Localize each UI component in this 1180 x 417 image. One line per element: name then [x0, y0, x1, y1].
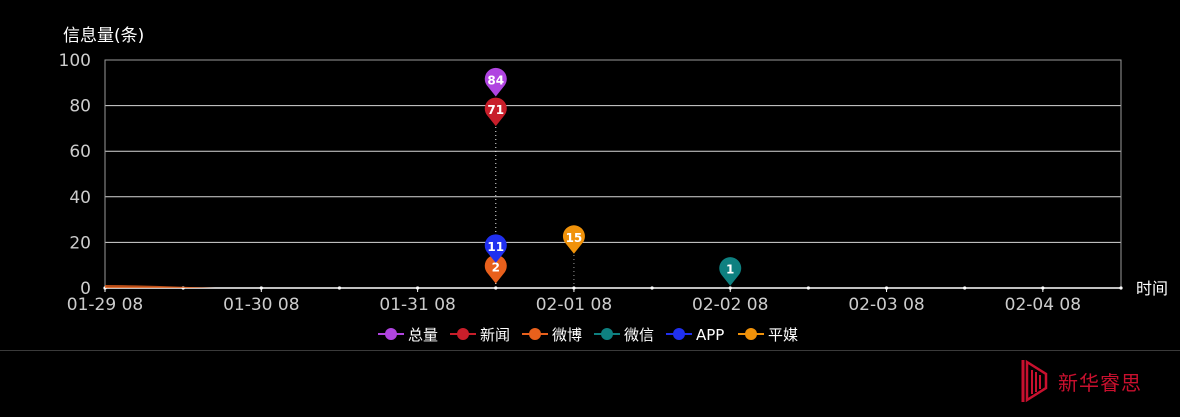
- baseline-point: [337, 286, 342, 290]
- series-area-weibo: [105, 285, 215, 288]
- peak-marker-0[interactable]: 84: [484, 67, 507, 97]
- y-axis-label: 信息量(条): [63, 26, 144, 46]
- y-tick-label: 80: [69, 97, 91, 117]
- baseline-point: [806, 286, 810, 290]
- marker-pin-shape: [484, 97, 507, 127]
- legend-dot-icon: [745, 328, 757, 340]
- marker-value-label: 1: [726, 263, 734, 277]
- y-tick-label: 0: [80, 279, 91, 299]
- legend-label: APP: [696, 326, 724, 344]
- peak-marker-1[interactable]: 71: [484, 97, 507, 127]
- marker-pin-shape: [719, 257, 742, 286]
- legend-item-4[interactable]: APP: [666, 326, 724, 344]
- legend-label: 平媒: [768, 326, 798, 344]
- baseline-point: [650, 286, 654, 290]
- legend-item-3[interactable]: 微信: [594, 326, 654, 344]
- marker-value-label: 15: [566, 231, 583, 245]
- legend-label: 微博: [552, 326, 582, 344]
- y-tick-label: 60: [69, 142, 91, 162]
- legend-dot-icon: [385, 328, 397, 340]
- legend-dot-icon: [601, 328, 613, 340]
- peak-marker-4[interactable]: 11: [484, 234, 507, 263]
- legend-item-2[interactable]: 微博: [522, 326, 582, 344]
- peak-marker-2[interactable]: 2: [484, 254, 507, 284]
- brand-logo: 新华睿思: [1020, 358, 1142, 404]
- legend-label: 新闻: [480, 326, 510, 344]
- plot-frame: [104, 59, 1122, 289]
- peak-marker-3[interactable]: 1: [719, 257, 742, 286]
- marker-pin-shape: [484, 254, 507, 284]
- x-tick-label: 02-03 08: [848, 295, 924, 315]
- legend-item-0[interactable]: 总量: [378, 326, 438, 344]
- xinhua-ruisi-logo-icon: [1021, 359, 1048, 403]
- legend-item-5[interactable]: 平媒: [738, 326, 798, 344]
- x-tick-label: 02-01 08: [536, 295, 612, 315]
- x-tick-label: 02-02 08: [692, 295, 768, 315]
- baseline-point: [884, 286, 889, 290]
- baseline-point: [1119, 286, 1123, 290]
- chart-axes: [104, 59, 1122, 289]
- y-tick-label: 100: [59, 51, 91, 71]
- marker-pin-shape: [484, 234, 507, 263]
- chart-legend[interactable]: 总量 新闻 微博 微信 APP 平媒: [378, 326, 798, 344]
- marker-value-label: 2: [492, 260, 500, 274]
- legend-label: 微信: [624, 326, 654, 344]
- chart-grid: [105, 105, 1121, 243]
- marker-value-label: 71: [487, 103, 504, 117]
- baseline-point: [963, 286, 967, 290]
- baseline-point: [416, 286, 420, 290]
- x-tick-label: 01-30 08: [223, 295, 299, 315]
- legend-item-1[interactable]: 新闻: [450, 326, 510, 344]
- brand-label: 新华睿思: [1058, 370, 1142, 395]
- x-axis-label: 时间: [1136, 279, 1168, 298]
- peak-marker-5[interactable]: 15: [562, 225, 585, 254]
- x-tick-labels: 01-29 08 01-30 08 01-31 08 02-01 08 02-02 08…: [67, 288, 1081, 315]
- baseline-point: [259, 286, 263, 290]
- series-lines: [103, 96, 1123, 290]
- x-tick-label: 01-29 08: [67, 295, 143, 315]
- marker-value-label: 11: [487, 240, 504, 254]
- marker-pin-shape: [484, 67, 507, 97]
- legend-dot-icon: [457, 328, 469, 340]
- x-tick-label: 02-04 08: [1005, 295, 1081, 315]
- marker-value-label: 84: [487, 73, 504, 87]
- y-tick-labels: 0 20 40 60 80 100: [59, 51, 91, 299]
- marker-pin-shape: [562, 225, 585, 254]
- x-tick-label: 01-31 08: [379, 295, 455, 315]
- y-tick-label: 40: [69, 188, 91, 208]
- chart-svg: 0 20 40 60 80 100 01-29 08 01-30 08 01-31 08 02-…: [59, 26, 1168, 344]
- legend-dot-icon: [529, 328, 541, 340]
- legend-dot-icon: [673, 328, 685, 340]
- footer-divider: [0, 350, 1180, 351]
- legend-label: 总量: [408, 326, 438, 344]
- baseline-point: [1041, 286, 1045, 290]
- y-tick-label: 20: [69, 233, 91, 253]
